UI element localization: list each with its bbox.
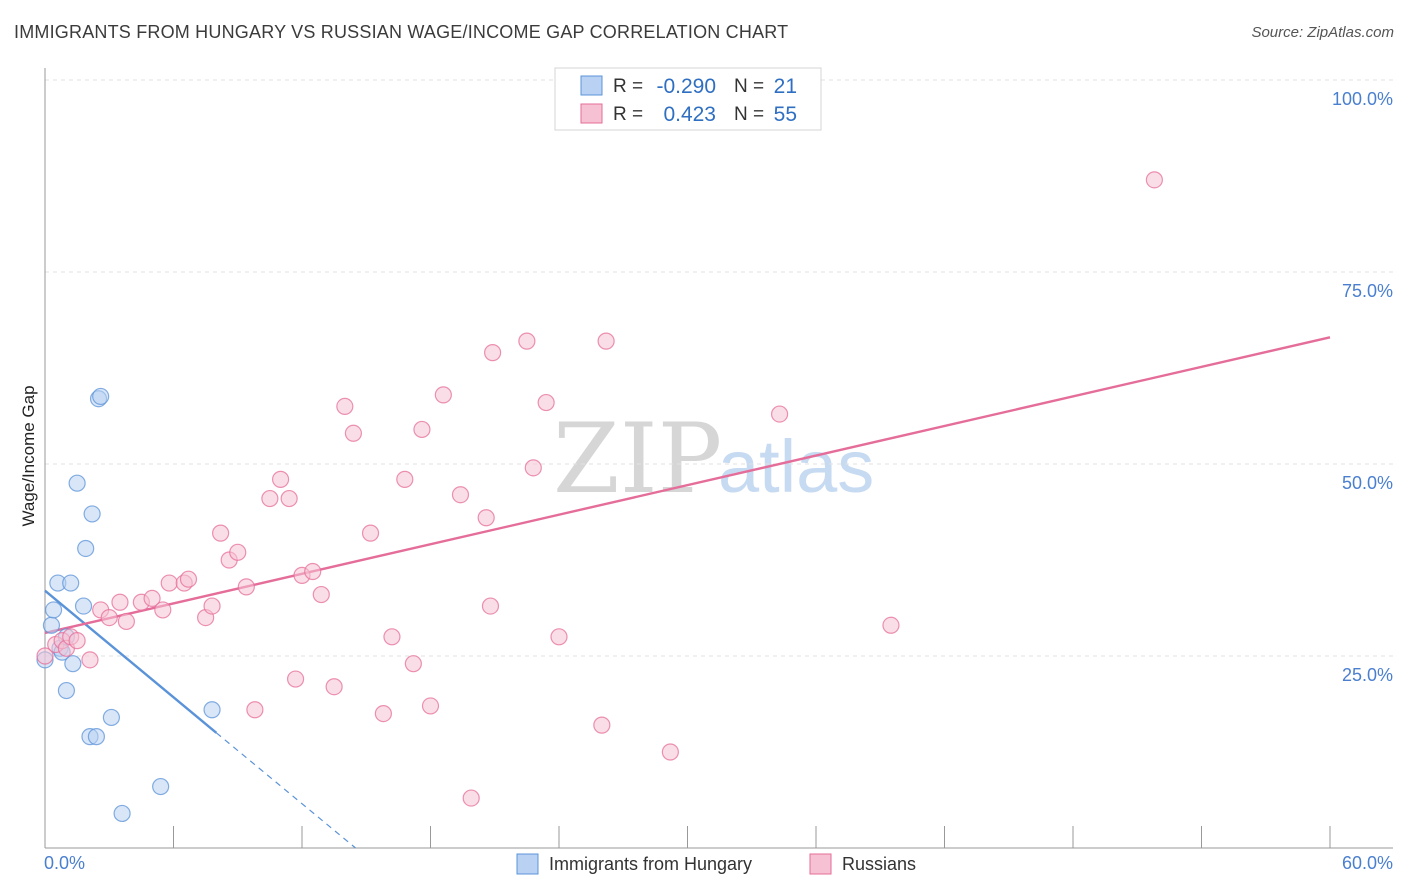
stats-pink-n-value: 55 xyxy=(774,103,797,126)
russians-point-34 xyxy=(361,524,380,542)
russians-point-29 xyxy=(304,562,322,581)
y-tick-label-25: 25.0% xyxy=(1342,665,1393,685)
russians-point-55 xyxy=(882,616,900,634)
russians-point-5 xyxy=(68,632,86,650)
russians-point-0 xyxy=(36,647,54,665)
russians-point-23 xyxy=(246,701,264,719)
russians-point-45 xyxy=(481,597,500,615)
russians-point-32 xyxy=(336,397,354,415)
y-tick-label-100: 100.0% xyxy=(1332,89,1393,109)
y-tick-label-50: 50.0% xyxy=(1342,473,1393,493)
x-tick-label-min: 0.0% xyxy=(44,853,85,873)
russians-point-51 xyxy=(593,716,611,734)
hungary-point-17 xyxy=(92,387,110,406)
russians-point-52 xyxy=(597,332,615,350)
russians-point-16 xyxy=(179,570,198,588)
stats-blue-swatch xyxy=(580,75,603,96)
russians-point-14 xyxy=(160,574,178,592)
stats-pink-r-value: 0.423 xyxy=(663,103,716,126)
russians-point-40 xyxy=(421,697,440,715)
russians-point-50 xyxy=(550,628,568,646)
russians-point-47 xyxy=(518,332,536,350)
stats-pink-swatch xyxy=(580,103,603,124)
trend-lines xyxy=(44,336,1331,849)
x-tick-label-max: 60.0% xyxy=(1342,853,1393,873)
gridlines xyxy=(45,79,1393,657)
watermark-zip: ZIP xyxy=(553,403,722,515)
hungary-point-15 xyxy=(87,728,106,746)
russians-point-26 xyxy=(280,489,298,508)
chart-title: IMMIGRANTS FROM HUNGARY VS RUSSIAN WAGE/… xyxy=(14,22,789,42)
hungary-point-19 xyxy=(113,804,131,823)
russians-point-41 xyxy=(434,386,452,404)
russians-point-39 xyxy=(413,420,431,439)
russians-point-9 xyxy=(111,593,129,611)
hungary-point-7 xyxy=(57,681,76,700)
y-tick-labels: 25.0% 50.0% 75.0% 100.0% xyxy=(1332,89,1393,685)
russians-point-38 xyxy=(404,655,422,673)
russians-point-30 xyxy=(312,585,330,604)
stats-pink-n-label: N = xyxy=(734,104,764,125)
russians-point-27 xyxy=(286,670,305,688)
russians-point-37 xyxy=(396,470,414,488)
russians-point-48 xyxy=(524,459,542,477)
hungary-point-8 xyxy=(62,574,80,592)
source-credit: Source: ZipAtlas.com xyxy=(1251,24,1394,41)
russians-point-42 xyxy=(451,486,470,504)
russians-point-43 xyxy=(462,789,480,807)
russians-point-13 xyxy=(154,601,172,619)
hungary-point-10 xyxy=(68,474,86,492)
russians-point-33 xyxy=(344,424,362,442)
stats-blue-n-value: 21 xyxy=(774,75,797,98)
russians-point-21 xyxy=(229,543,247,561)
legend-blue-label: Immigrants from Hungary xyxy=(549,854,752,874)
hungary-point-12 xyxy=(77,539,95,558)
hungary-point-1 xyxy=(42,616,61,634)
russians-point-18 xyxy=(203,597,221,615)
hungary-point-18 xyxy=(102,708,120,727)
russians-point-44 xyxy=(477,509,495,527)
hungary-trend-line xyxy=(44,589,218,734)
legend-pink-swatch xyxy=(809,853,832,875)
hungary-point-20 xyxy=(152,777,170,796)
russians-point-19 xyxy=(212,524,230,542)
russians-point-46 xyxy=(484,344,502,362)
russians-point-35 xyxy=(374,704,392,723)
russians-point-24 xyxy=(261,489,279,508)
russians-point-8 xyxy=(100,608,118,627)
watermark-atlas: atlas xyxy=(718,425,874,508)
russians-point-53 xyxy=(661,743,679,761)
stats-blue-r-label: R = xyxy=(613,76,643,97)
stats-pink-r-label: R = xyxy=(613,104,643,125)
stats-blue-r-value: -0.290 xyxy=(656,75,716,98)
stats-blue-n-label: N = xyxy=(734,76,764,97)
russians-point-54 xyxy=(770,405,789,423)
russians-point-12 xyxy=(143,589,161,608)
x-tick-marks xyxy=(44,826,1331,848)
russians-point-31 xyxy=(325,678,343,696)
y-tick-label-75: 75.0% xyxy=(1342,281,1393,301)
russians-trend-line xyxy=(44,336,1331,635)
russians-point-22 xyxy=(237,578,255,596)
russians-point-6 xyxy=(81,651,99,669)
russians-point-25 xyxy=(271,470,290,488)
hungary-point-14 xyxy=(83,505,101,523)
legend-blue-swatch xyxy=(516,853,539,875)
hungary-point-11 xyxy=(74,597,93,615)
russians-point-10 xyxy=(117,612,135,631)
hungary-point-9 xyxy=(64,655,82,673)
russians-point-49 xyxy=(537,393,555,412)
legend: Immigrants from Hungary Russians xyxy=(516,853,916,875)
y-axis-label: Wage/Income Gap xyxy=(19,385,38,526)
legend-pink-label: Russians xyxy=(842,854,916,874)
hungary-point-2 xyxy=(44,601,63,619)
stats-box: R = -0.290 N = 21 R = 0.423 N = 55 xyxy=(554,67,822,131)
russians-point-36 xyxy=(383,628,401,646)
hungary-trend-extension xyxy=(215,732,356,849)
russians-point-56 xyxy=(1145,171,1163,189)
hungary-point-21 xyxy=(203,701,221,719)
data-points xyxy=(36,171,1163,823)
